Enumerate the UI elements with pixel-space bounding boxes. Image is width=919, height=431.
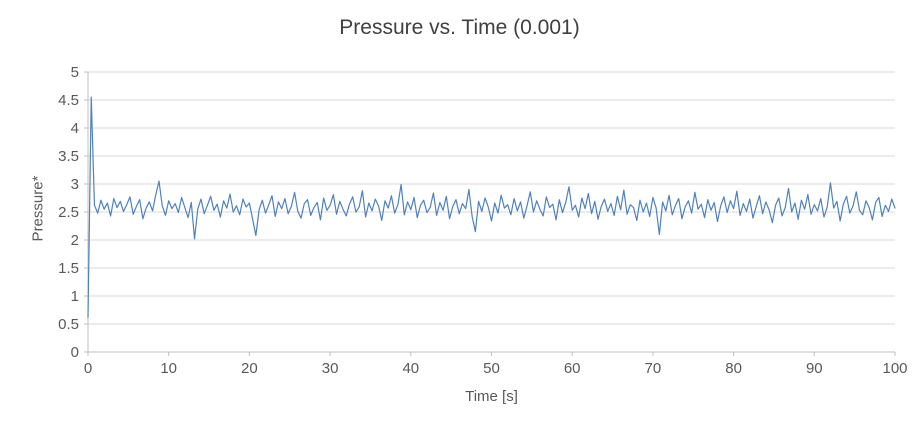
x-axis-title: Time [s] bbox=[465, 388, 518, 405]
x-tick-label: 30 bbox=[322, 360, 339, 377]
y-tick-label: 1.5 bbox=[58, 260, 79, 277]
y-tick-label: 0 bbox=[71, 344, 79, 361]
y-tick-label: 2 bbox=[71, 232, 79, 249]
y-tick-label: 3 bbox=[71, 176, 79, 193]
x-tick-label: 40 bbox=[402, 360, 419, 377]
x-tick-label: 20 bbox=[241, 360, 258, 377]
x-tick-label: 50 bbox=[483, 360, 500, 377]
y-tick-label: 2.5 bbox=[58, 204, 79, 221]
x-tick-label: 90 bbox=[806, 360, 823, 377]
x-tick-label: 70 bbox=[645, 360, 662, 377]
x-tick-label: 0 bbox=[84, 360, 92, 377]
y-tick-label: 0.5 bbox=[58, 316, 79, 333]
y-tick-label: 4 bbox=[71, 120, 79, 137]
x-tick-label: 80 bbox=[725, 360, 742, 377]
y-tick-label: 5 bbox=[71, 64, 79, 81]
x-tick-label: 60 bbox=[564, 360, 581, 377]
x-tick-label: 100 bbox=[882, 360, 907, 377]
y-tick-label: 4.5 bbox=[58, 92, 79, 109]
chart-title: Pressure vs. Time (0.001) bbox=[339, 16, 580, 39]
y-tick-label: 3.5 bbox=[58, 148, 79, 165]
x-tick-label: 10 bbox=[160, 360, 177, 377]
y-tick-label: 1 bbox=[71, 288, 79, 305]
pressure-series-line bbox=[87, 96, 896, 318]
